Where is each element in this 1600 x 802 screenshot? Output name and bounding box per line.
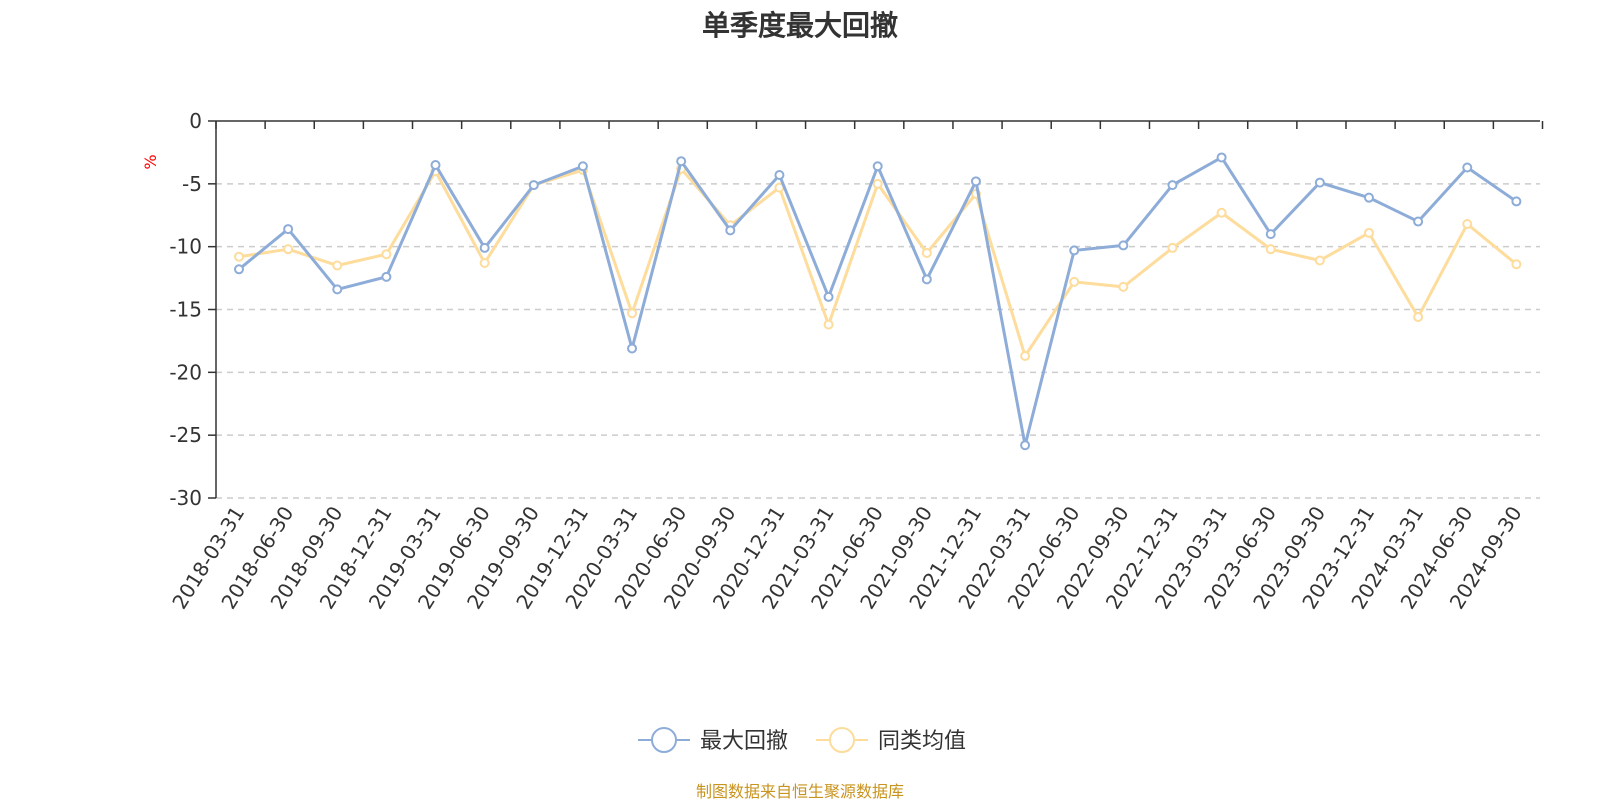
data-point: [234, 264, 244, 275]
data-point: [921, 247, 932, 258]
data-point: [1413, 216, 1424, 227]
data-point: [1020, 440, 1031, 451]
axes: [208, 120, 1544, 499]
data-point: [381, 271, 392, 282]
data-point: [381, 249, 392, 260]
data-point: [872, 178, 883, 189]
data-point: [921, 274, 932, 285]
x-tick-labels: 2018-03-312018-06-302018-09-302018-12-31…: [167, 502, 1526, 613]
series-line: [238, 167, 1518, 358]
data-point: [234, 251, 244, 262]
data-point: [1511, 259, 1522, 270]
data-point: [1511, 196, 1522, 207]
data-point: [1167, 242, 1178, 253]
data-point: [283, 224, 294, 235]
y-tick-label: -20: [169, 360, 202, 384]
legend-label: 最大回撤: [700, 729, 788, 754]
data-point: [1265, 229, 1276, 240]
data-point: [1216, 207, 1227, 218]
grid-lines: [216, 183, 1540, 499]
y-tick-label: -15: [169, 298, 202, 322]
legend-marker: [651, 727, 677, 753]
data-point: [627, 308, 638, 319]
data-point: [1314, 255, 1325, 266]
y-tick-label: -5: [182, 172, 202, 196]
data-point: [1265, 244, 1276, 255]
data-point: [823, 319, 834, 330]
data-point: [1118, 281, 1129, 292]
series-line: [238, 155, 1518, 447]
y-unit-label: %: [141, 154, 160, 169]
data-point: [332, 260, 343, 271]
data-point: [774, 170, 785, 181]
data-point: [577, 161, 588, 172]
data-point: [1413, 312, 1424, 323]
data-point: [1462, 219, 1473, 230]
data-point: [1118, 240, 1129, 251]
data-point: [725, 225, 736, 236]
legend-marker: [829, 727, 855, 753]
data-point: [1363, 227, 1374, 238]
data-point: [479, 258, 490, 269]
y-tick-label: -30: [169, 486, 202, 510]
data-point: [1069, 245, 1080, 256]
data-point: [1069, 276, 1080, 287]
data-point: [1462, 162, 1473, 173]
data-point: [676, 156, 687, 167]
data-point: [332, 284, 343, 295]
data-point: [283, 244, 294, 255]
data-point: [1314, 177, 1325, 188]
y-tick-label: -10: [169, 235, 202, 259]
data-point: [1363, 192, 1374, 203]
data-point: [872, 161, 883, 172]
data-point: [970, 176, 981, 187]
data-point: [430, 159, 441, 170]
data-point: [1167, 180, 1178, 191]
legend: 最大回撤 同类均值: [638, 727, 966, 754]
chart-title: 单季度最大回撤: [701, 9, 898, 42]
data-point: [1216, 152, 1227, 163]
y-tick-label: 0: [189, 109, 202, 133]
series-lines: [234, 152, 1522, 451]
data-point: [479, 242, 490, 253]
y-tick-labels: 0 -5 -10 -15 -20 -25 -30: [169, 109, 202, 510]
data-point: [823, 291, 834, 302]
data-point: [627, 343, 638, 354]
y-tick-label: -25: [169, 423, 202, 447]
data-point: [528, 180, 539, 191]
data-point: [1020, 350, 1031, 361]
legend-label: 同类均值: [878, 729, 966, 754]
source-note: 制图数据来自恒生聚源数据库: [695, 782, 904, 801]
